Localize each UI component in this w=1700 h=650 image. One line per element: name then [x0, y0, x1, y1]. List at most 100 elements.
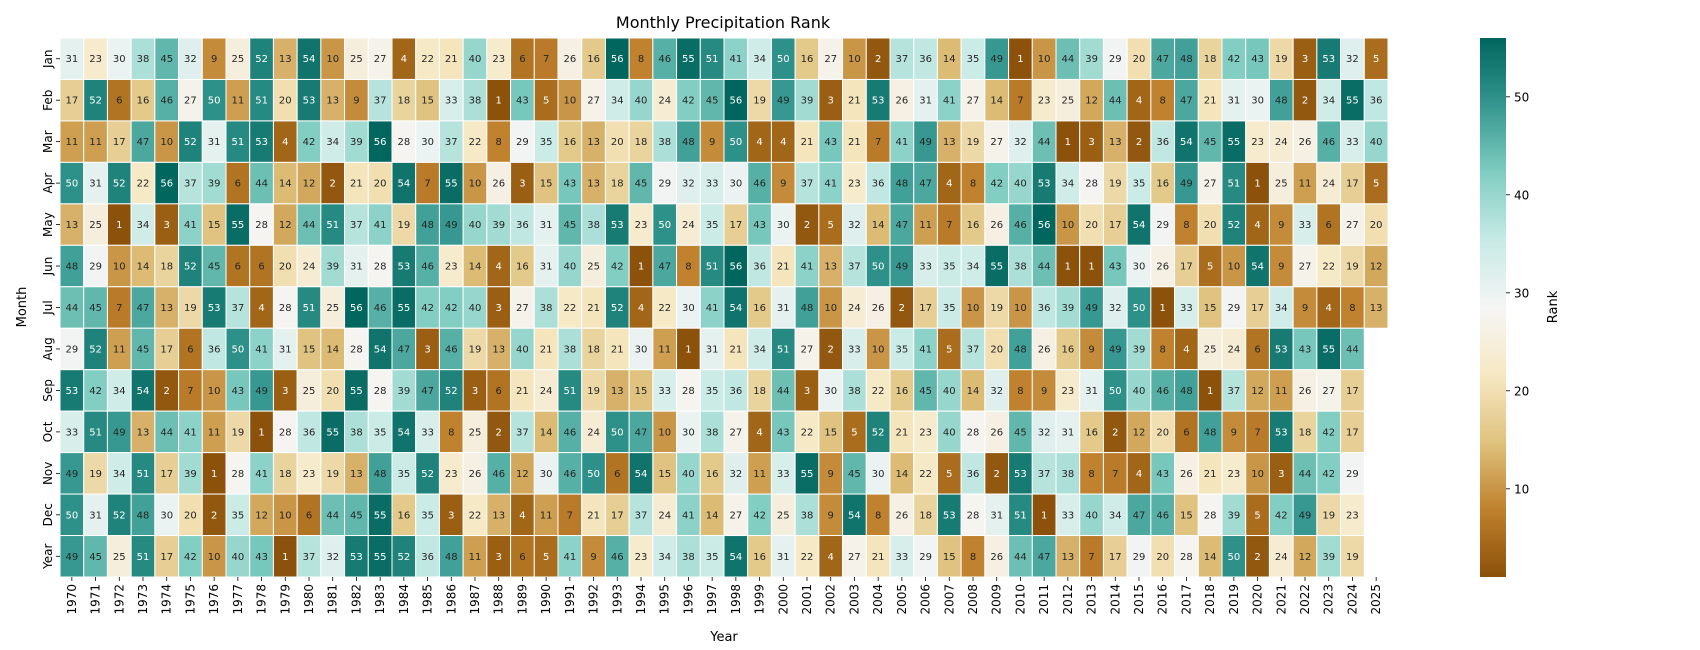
cell-value-label: 24	[658, 96, 671, 107]
cell-value-label: 38	[540, 303, 553, 314]
cell-value-label: 44	[1109, 96, 1122, 107]
cell-value-label: 32	[326, 552, 339, 563]
cell-value-label: 10	[848, 54, 861, 65]
cell-value-label: 19	[397, 220, 410, 231]
cell-value-label: 23	[1251, 137, 1264, 148]
x-tick-label: 2011	[1037, 584, 1051, 615]
cell-value-label: 15	[1204, 303, 1217, 314]
cell-value-label: 42	[89, 386, 102, 397]
cell-value-label: 17	[1346, 179, 1359, 190]
cell-value-label: 30	[160, 510, 173, 521]
cell-value-label: 38	[801, 510, 814, 521]
cell-value-label: 18	[919, 510, 932, 521]
cell-value-label: 49	[65, 552, 78, 563]
cell-value-label: 4	[780, 137, 786, 148]
cell-value-label: 5	[543, 552, 549, 563]
cell-value-label: 16	[706, 469, 719, 480]
cell-value-label: 31	[706, 344, 719, 355]
x-tick-label: 2018	[1203, 584, 1217, 615]
cell-value-label: 12	[255, 510, 268, 521]
cell-value-label: 33	[848, 344, 861, 355]
cell-value-label: 52	[1227, 220, 1240, 231]
cell-value-label: 17	[729, 220, 742, 231]
cell-value-label: 3	[804, 386, 810, 397]
cell-value-label: 6	[116, 96, 122, 107]
cell-value-label: 47	[1156, 54, 1169, 65]
cell-value-label: 21	[611, 344, 624, 355]
cell-value-label: 53	[943, 510, 956, 521]
cell-value-label: 27	[1204, 179, 1217, 190]
cell-value-label: 21	[1204, 96, 1217, 107]
cell-value-label: 42	[184, 552, 197, 563]
cell-value-label: 24	[1322, 179, 1335, 190]
cell-value-label: 29	[65, 344, 78, 355]
cell-value-label: 4	[946, 179, 952, 190]
cell-value-label: 21	[777, 262, 790, 273]
cell-value-label: 40	[1133, 386, 1146, 397]
cell-value-label: 22	[137, 179, 150, 190]
cell-value-label: 41	[563, 552, 576, 563]
cell-value-label: 24	[658, 510, 671, 521]
cell-value-label: 10	[208, 386, 221, 397]
cell-value-label: 5	[946, 344, 952, 355]
cell-value-label: 53	[1275, 427, 1288, 438]
cell-value-label: 33	[1180, 303, 1193, 314]
cell-value-label: 35	[943, 262, 956, 273]
cell-value-label: 38	[1014, 262, 1027, 273]
x-tick-label: 1987	[468, 584, 482, 615]
cell-value-label: 30	[113, 54, 126, 65]
cell-value-label: 19	[1275, 54, 1288, 65]
cell-value-label: 51	[137, 469, 150, 480]
cell-value-label: 33	[658, 386, 671, 397]
x-tick-label: 2002	[824, 584, 838, 615]
cell-value-label: 16	[1085, 427, 1098, 438]
cell-value-label: 22	[801, 427, 814, 438]
cell-value-label: 9	[590, 552, 596, 563]
cell-value-label: 30	[729, 179, 742, 190]
cell-value-label: 39	[1227, 510, 1240, 521]
cell-value-label: 35	[231, 510, 244, 521]
cell-value-label: 43	[1251, 54, 1264, 65]
cell-value-label: 16	[516, 262, 529, 273]
cell-value-label: 41	[824, 179, 837, 190]
cell-value-label: 1	[685, 344, 691, 355]
x-tick-label: 1972	[112, 584, 126, 615]
cell-value-label: 40	[943, 386, 956, 397]
cell-value-label: 10	[824, 303, 837, 314]
cell-value-label: 20	[1156, 427, 1169, 438]
cell-value-label: 12	[516, 469, 529, 480]
cell-value-label: 38	[587, 220, 600, 231]
cell-value-label: 36	[753, 262, 766, 273]
cell-value-label: 2	[875, 54, 881, 65]
cell-value-label: 55	[801, 469, 814, 480]
cell-value-label: 27	[848, 552, 861, 563]
x-tick-label: 1973	[136, 584, 150, 615]
cell-value-label: 33	[1346, 137, 1359, 148]
cell-value-label: 10	[279, 510, 292, 521]
cell-value-label: 5	[543, 96, 549, 107]
x-tick-label: 2008	[966, 584, 980, 615]
x-tick-label: 1997	[705, 584, 719, 615]
cell-value-label: 14	[469, 262, 482, 273]
cell-value-label: 47	[397, 344, 410, 355]
cell-value-label: 55	[445, 179, 458, 190]
cell-value-label: 3	[424, 344, 430, 355]
x-tick-label: 1996	[681, 584, 695, 615]
cell-value-label: 13	[824, 262, 837, 273]
cell-value-label: 45	[89, 552, 102, 563]
cell-value-label: 13	[279, 54, 292, 65]
cell-value-label: 4	[1136, 96, 1142, 107]
cell-value-label: 49	[990, 54, 1003, 65]
cell-value-label: 44	[326, 510, 339, 521]
x-tick-label: 2016	[1156, 584, 1170, 615]
cell-value-label: 37	[1227, 386, 1240, 397]
cell-value-label: 28	[350, 344, 363, 355]
x-tick-label: 1970	[65, 584, 79, 615]
cell-value-label: 12	[279, 220, 292, 231]
cell-value-label: 27	[729, 427, 742, 438]
colorbar-label: Rank	[1546, 290, 1561, 323]
cell-value-label: 1	[638, 262, 644, 273]
cell-value-label: 21	[1204, 469, 1217, 480]
cell-value-label: 21	[350, 179, 363, 190]
cell-value-label: 27	[801, 344, 814, 355]
